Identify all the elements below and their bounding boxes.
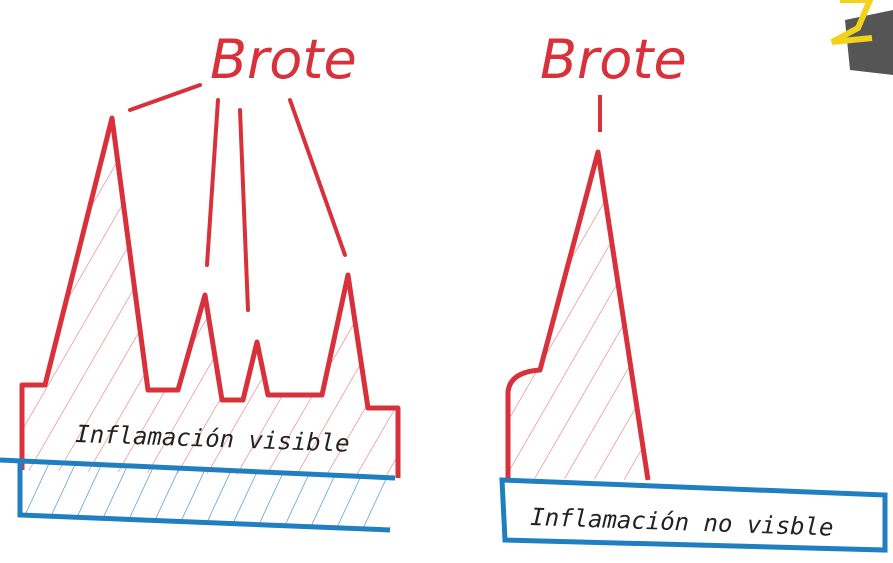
red-area [22,118,398,478]
red-area [508,152,648,480]
blue-outline [0,457,396,533]
pointer-lines [128,83,347,312]
right-diagram: Brote Inflamación no visble [499,28,888,553]
peak-label: Brote [540,28,687,91]
red-outline [505,149,651,481]
band-label: Inflamación no visble [530,503,834,542]
red-outline [19,115,401,478]
left-diagram: Brote Inflamación visible [0,28,401,533]
blue-box [499,477,888,553]
corner-icon [830,0,893,75]
peak-label: Brote [210,28,357,91]
blue-band [20,462,395,530]
